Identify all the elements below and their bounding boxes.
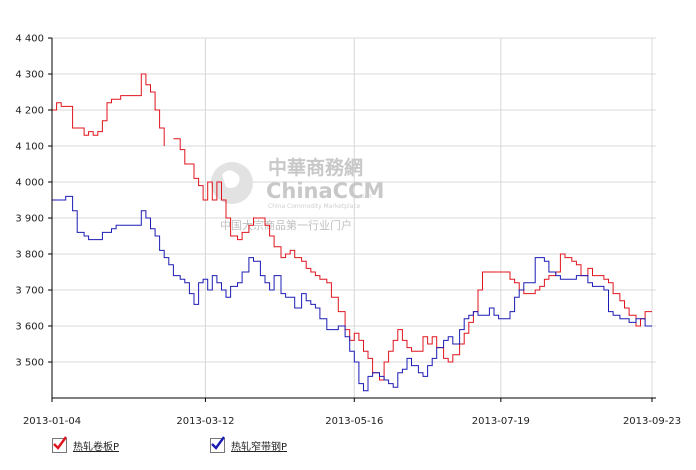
series-line-2 xyxy=(52,195,652,392)
check-icon xyxy=(53,435,67,450)
watermark-logo-mark xyxy=(222,170,240,188)
chinaccm-watermark: 中華商務網 ChinaCCM .com China Commodity Mark… xyxy=(211,156,384,232)
series-line-1 xyxy=(52,73,165,146)
x-tick-label: 2013-03-12 xyxy=(176,416,234,427)
legend-label-hot-rolled-coil: 热轧卷板P xyxy=(73,441,120,453)
y-tick-label: 4 300 xyxy=(15,70,44,81)
y-tick-label: 3 900 xyxy=(15,214,44,225)
watermark-en-suffix: .com xyxy=(357,193,372,200)
series-lines xyxy=(52,73,652,392)
y-tick-label: 3 600 xyxy=(15,322,44,333)
x-tick-labels: 2013-01-04 2013-03-12 2013-05-16 2013-07-19… xyxy=(23,416,681,427)
y-tick-label: 4 200 xyxy=(15,106,44,117)
axes xyxy=(51,38,656,399)
y-tick-label: 4 000 xyxy=(15,178,44,189)
x-tick-label: 2013-01-04 xyxy=(23,416,81,427)
checkbox-hot-rolled-strip[interactable] xyxy=(210,435,225,453)
watermark-cn-name: 中華商務網 xyxy=(268,156,363,179)
watermark-en-name: ChinaCCM xyxy=(266,179,384,203)
x-tick-label: 2013-05-16 xyxy=(325,416,383,427)
check-icon xyxy=(211,435,225,450)
legend-item-hot-rolled-strip[interactable]: 热轧窄带钢P xyxy=(210,435,288,454)
legend-label-hot-rolled-strip: 热轧窄带钢P xyxy=(231,441,288,453)
y-tick-label: 3 800 xyxy=(15,250,44,261)
watermark-en-sub: China Commodity Marketplace xyxy=(268,203,361,210)
grid-lines xyxy=(48,37,656,402)
y-tick-label: 3 500 xyxy=(15,358,44,369)
y-tick-label: 4 100 xyxy=(15,142,44,153)
x-tick-label: 2013-09-23 xyxy=(623,416,681,427)
y-tick-label: 3 700 xyxy=(15,286,44,297)
series-line-1 xyxy=(173,138,652,381)
y-tick-labels: 4 400 4 300 4 200 4 100 4 000 3 900 3 800 3 700… xyxy=(15,34,44,369)
x-tick-label: 2013-07-19 xyxy=(472,416,530,427)
watermark-slogan: 中国大宗商品第一行业门户 xyxy=(220,218,352,232)
y-tick-label: 4 400 xyxy=(15,34,44,45)
legend-item-hot-rolled-coil[interactable]: 热轧卷板P xyxy=(52,435,120,454)
checkbox-hot-rolled-coil[interactable] xyxy=(52,435,67,453)
